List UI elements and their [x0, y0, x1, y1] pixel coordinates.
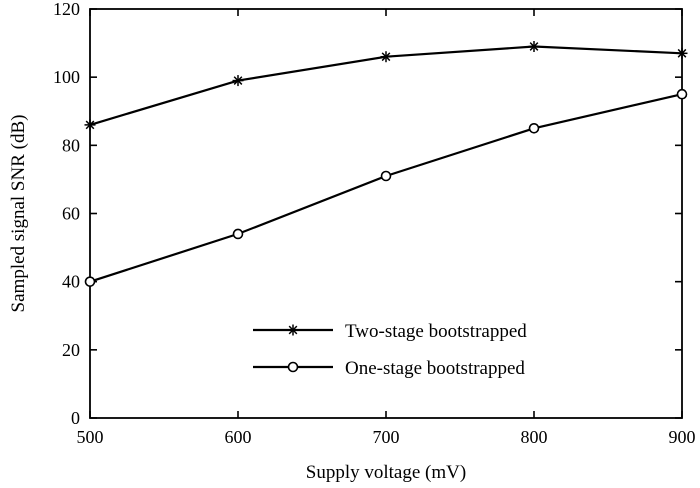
data-point-1-0 [84, 276, 96, 287]
series-line-1 [89, 93, 683, 283]
x-tick-label-900: 900 [669, 427, 696, 447]
data-point-0-1 [232, 75, 244, 87]
data-point-1-2 [380, 170, 392, 182]
series-1 [84, 88, 688, 287]
data-point-0-0 [84, 119, 96, 131]
y-tick-label-120: 120 [53, 0, 80, 19]
legend-marker-1 [287, 361, 299, 373]
x-tick-label-700: 700 [373, 427, 400, 447]
y-tick-label-20: 20 [62, 340, 80, 360]
legend-label-0: Two-stage bootstrapped [345, 321, 527, 342]
data-point-0-2 [380, 51, 392, 63]
series-0 [84, 40, 688, 131]
axis-ticks [89, 8, 683, 419]
legend-label-1: One-stage bootstrapped [345, 358, 525, 379]
x-tick-label-500: 500 [77, 427, 104, 447]
data-point-1-4 [676, 88, 688, 100]
y-tick-label-40: 40 [62, 272, 80, 292]
x-axis-label: Supply voltage (mV) [306, 462, 466, 483]
x-tick-label-600: 600 [225, 427, 252, 447]
legend: Two-stage bootstrapped One-stage bootstra… [253, 321, 527, 379]
y-tick-label-100: 100 [53, 67, 80, 87]
y-axis-label: Sampled signal SNR (dB) [8, 115, 29, 313]
legend-item-1: One-stage bootstrapped [253, 358, 525, 379]
series-layer [84, 40, 688, 287]
data-point-1-3 [528, 122, 540, 134]
data-point-0-3 [528, 40, 540, 52]
y-tick-label-60: 60 [62, 204, 80, 224]
tick-labels: 500 600 700 800 900 0 20 40 60 80 100 120 [53, 0, 696, 447]
plot-frame [89, 8, 683, 419]
x-tick-label-800: 800 [521, 427, 548, 447]
legend-marker-0 [287, 324, 299, 336]
legend-item-0: Two-stage bootstrapped [253, 321, 527, 342]
data-point-0-4 [676, 47, 688, 59]
y-tick-label-80: 80 [62, 135, 80, 155]
data-point-1-1 [232, 228, 244, 240]
y-tick-label-0: 0 [71, 408, 80, 428]
